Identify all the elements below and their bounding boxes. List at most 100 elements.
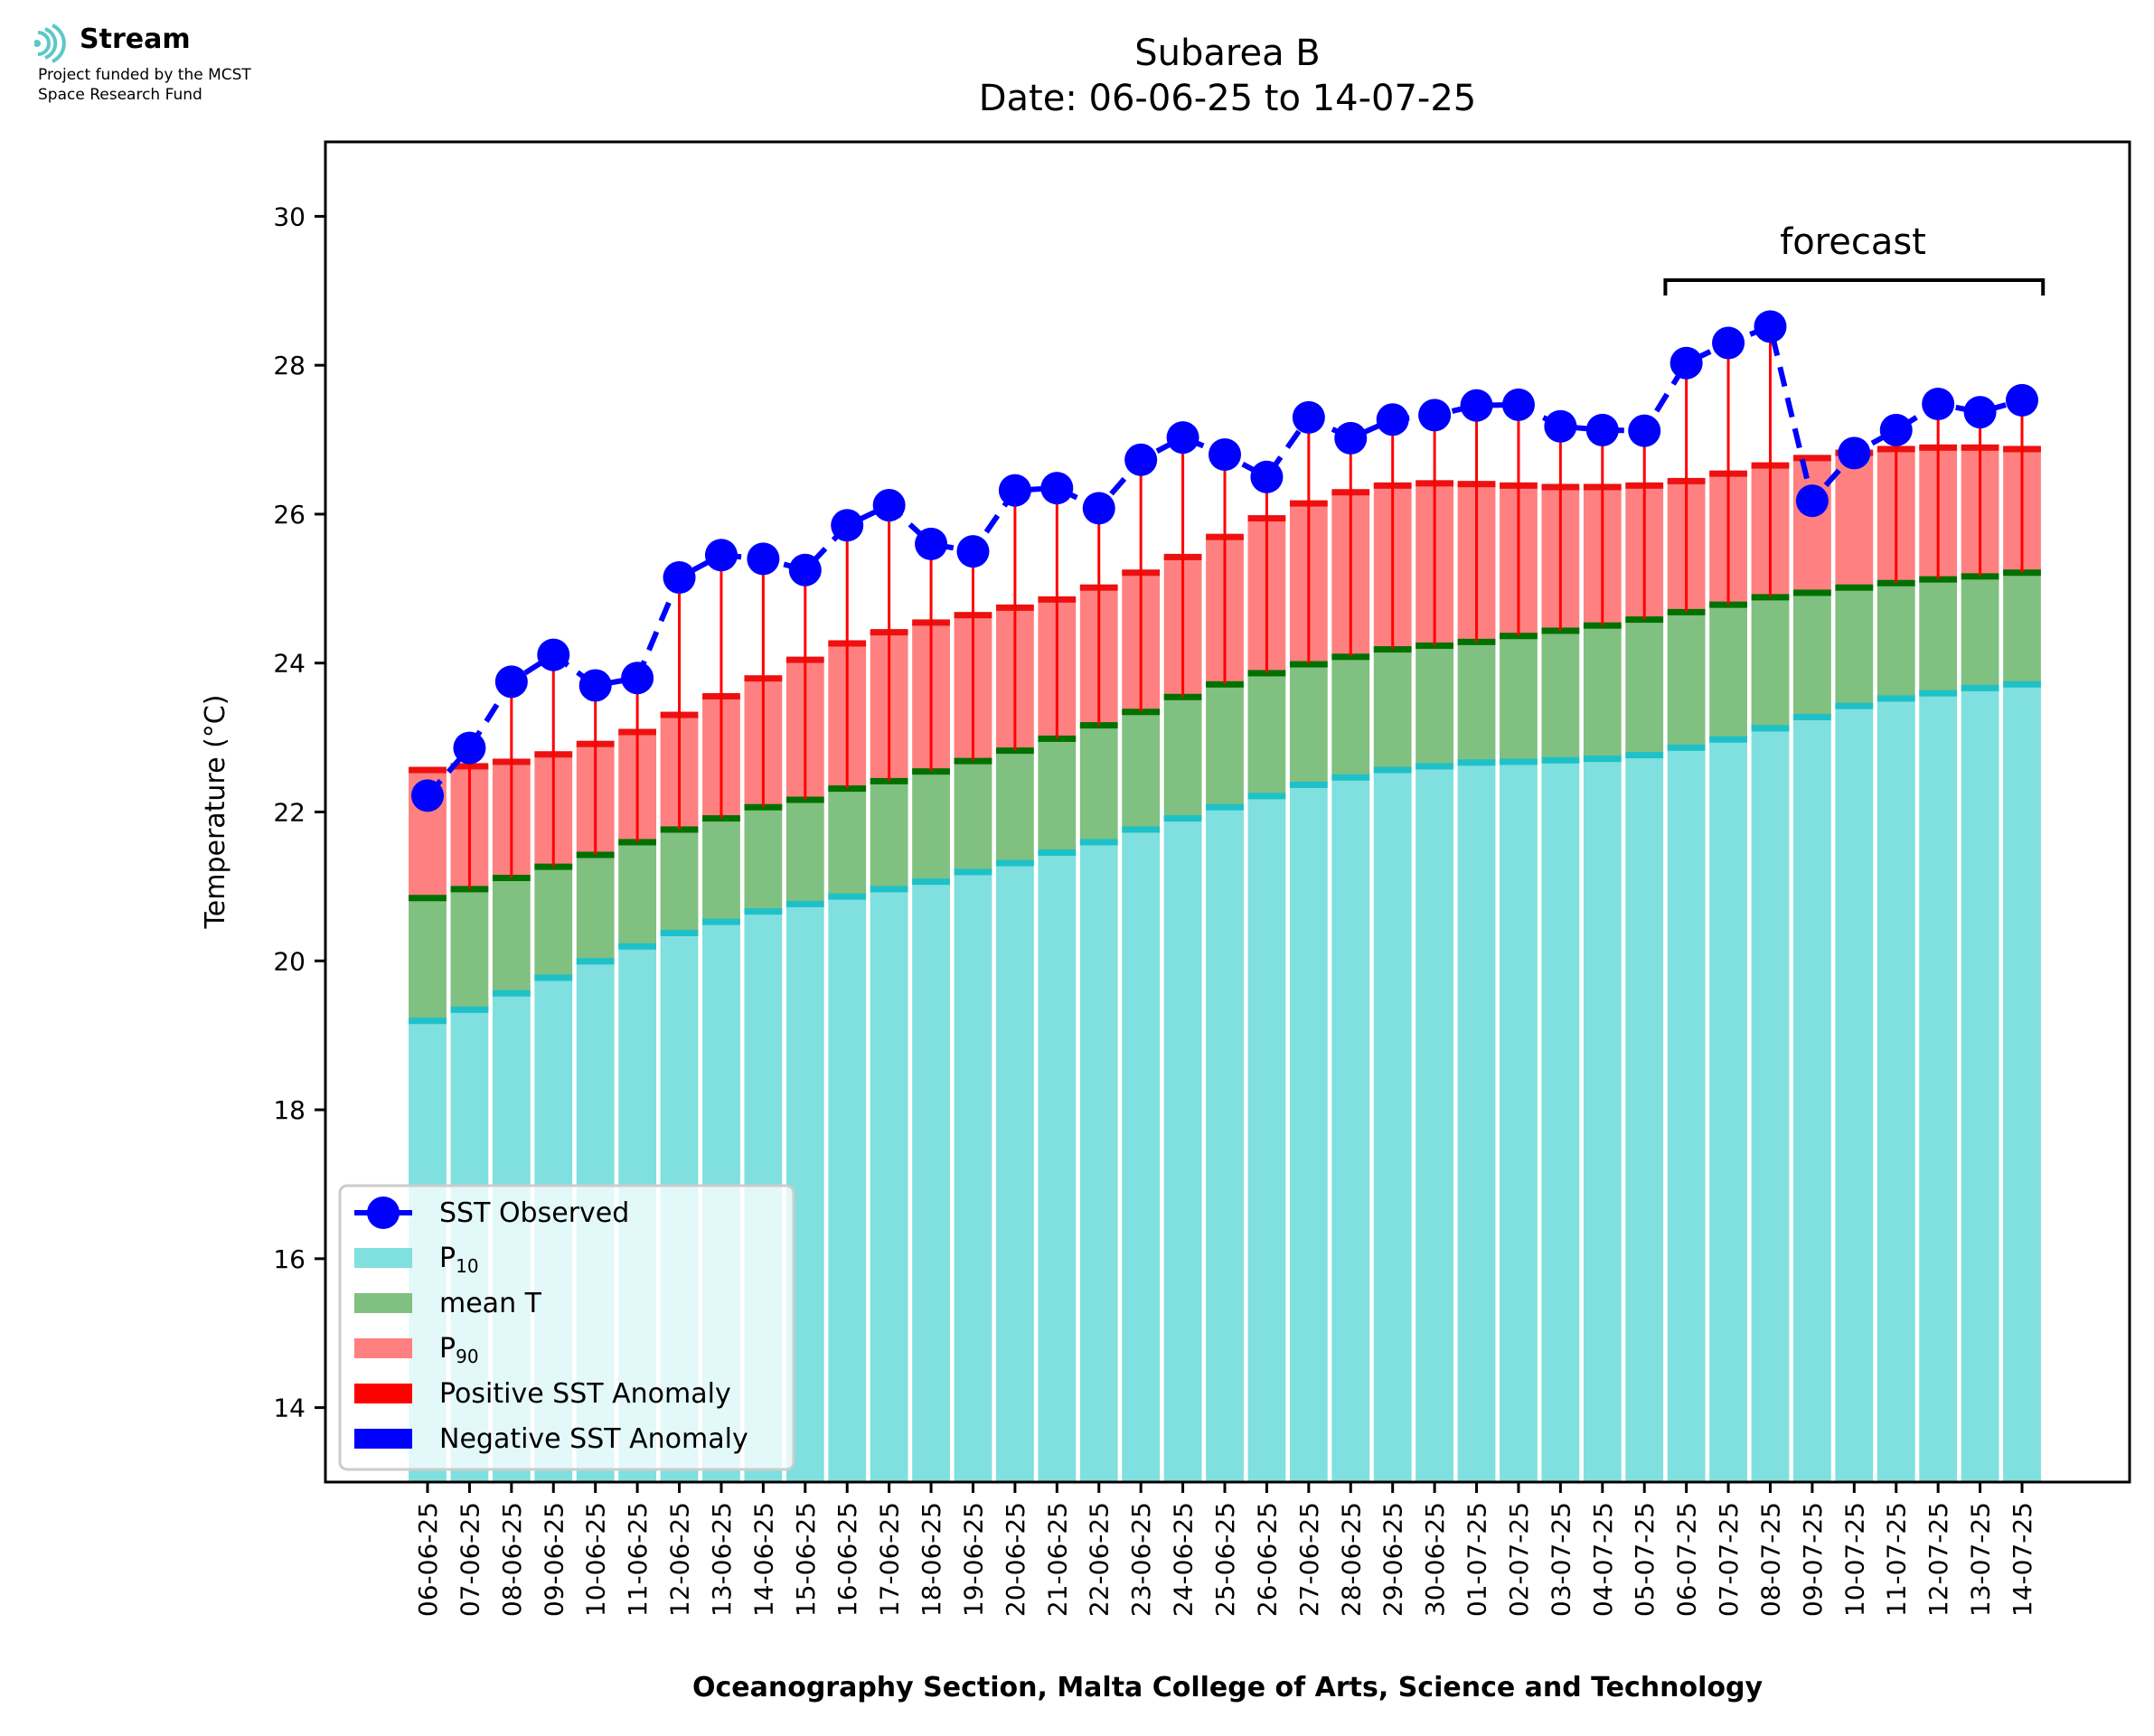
mean-bar	[2003, 572, 2041, 684]
mean-bar	[1247, 672, 1286, 796]
p10-bar	[828, 896, 867, 1482]
x-tick-label: 12-07-25	[1924, 1502, 1953, 1617]
mean-edge	[912, 768, 950, 775]
p10-edge	[2003, 680, 2041, 688]
x-tick-label: 23-06-25	[1126, 1502, 1156, 1617]
p10-bar	[1961, 687, 1999, 1482]
p10-edge	[1835, 702, 1874, 709]
observed-sst-point	[1670, 346, 1703, 380]
mean-bar	[1416, 644, 1453, 766]
mean-edge	[1416, 642, 1453, 649]
mean-edge	[785, 796, 824, 803]
p10-bar	[1583, 758, 1622, 1482]
observed-sst-point	[704, 539, 738, 572]
p10-edge	[618, 943, 656, 950]
p10-bar	[1793, 717, 1831, 1482]
x-tick-label: 08-07-25	[1755, 1502, 1785, 1617]
p10-bar	[1919, 692, 1958, 1482]
chart-title: Subarea B	[1134, 33, 1321, 74]
mean-edge	[1625, 616, 1664, 624]
x-tick-label: 13-06-25	[707, 1502, 737, 1617]
mean-edge	[1122, 708, 1161, 716]
p10-edge	[1877, 695, 1915, 702]
mean-edge	[1079, 722, 1118, 729]
mean-edge	[702, 815, 740, 822]
p10-edge	[534, 974, 573, 981]
mean-bar	[1835, 586, 1874, 706]
observed-sst-point	[788, 553, 822, 586]
mean-bar	[492, 877, 531, 993]
x-tick-label: 12-06-25	[665, 1502, 695, 1617]
observed-sst-point	[2006, 383, 2038, 417]
p10-edge	[1583, 755, 1622, 763]
mean-bar	[1122, 711, 1161, 830]
observed-sst-point	[1544, 409, 1577, 443]
legend-swatch	[354, 1338, 412, 1358]
p10-edge	[1038, 849, 1077, 856]
p10-bar	[1247, 795, 1286, 1482]
x-tick-label: 20-06-25	[1001, 1502, 1030, 1617]
mean-bar	[409, 897, 447, 1021]
p10-bar	[1541, 759, 1580, 1482]
chart-subtitle: Date: 06-06-25 to 14-07-25	[979, 78, 1477, 119]
mean-bar	[954, 760, 992, 872]
x-tick-label: 07-07-25	[1714, 1502, 1744, 1617]
mean-bar	[1709, 604, 1747, 739]
observed-sst-point	[1838, 436, 1871, 470]
x-tick-label: 21-06-25	[1042, 1502, 1072, 1617]
p10-bar	[2003, 683, 2041, 1482]
p10-edge	[702, 918, 740, 925]
p10-bar	[1500, 761, 1538, 1482]
observed-sst-point	[411, 779, 444, 812]
mean-bar	[1751, 596, 1790, 728]
mean-edge	[996, 747, 1034, 755]
p10-bar	[1206, 806, 1244, 1482]
mean-bar	[996, 750, 1034, 863]
mean-edge	[1373, 646, 1412, 653]
mean-bar	[1877, 582, 1915, 699]
p10-edge	[912, 878, 950, 886]
p10-edge	[1373, 766, 1412, 774]
mean-edge	[492, 875, 531, 882]
p10-bar	[996, 862, 1034, 1482]
logo-subtitle-line1: Project funded by the MCST	[38, 66, 251, 84]
x-tick-label: 25-06-25	[1210, 1502, 1240, 1617]
legend-label: mean T	[439, 1288, 542, 1319]
p90-bar	[1835, 452, 1874, 587]
legend-label: P10	[439, 1243, 479, 1277]
x-tick-label: 10-06-25	[581, 1502, 611, 1617]
logo-name: Stream	[80, 23, 191, 55]
p10-bar	[954, 871, 992, 1482]
observed-sst-point	[1082, 492, 1115, 525]
observed-sst-point	[578, 669, 612, 702]
y-tick-label: 26	[273, 500, 306, 530]
mean-edge	[1751, 594, 1790, 601]
x-tick-label: 30-06-25	[1420, 1502, 1450, 1617]
mean-edge	[1793, 589, 1831, 596]
mean-bar	[1457, 641, 1496, 763]
observed-sst-point	[1460, 389, 1493, 422]
mean-edge	[1877, 579, 1915, 586]
mean-bar	[1625, 619, 1664, 755]
p10-edge	[1416, 763, 1453, 770]
p10-edge	[1289, 782, 1328, 789]
p10-edge	[1331, 774, 1370, 781]
p10-bar	[1079, 841, 1118, 1482]
mean-edge	[1709, 601, 1747, 608]
p10-edge	[744, 908, 783, 915]
p10-bar	[1751, 727, 1790, 1482]
observed-sst-point	[494, 665, 528, 699]
observed-sst-point	[915, 527, 948, 560]
observed-sst-point	[537, 638, 570, 671]
forecast-label: forecast	[1780, 221, 1926, 263]
mean-edge	[660, 826, 699, 833]
legend-swatch	[354, 1248, 412, 1268]
p10-edge	[492, 990, 531, 997]
mean-bar	[1919, 578, 1958, 693]
forecast-bracket-line	[1663, 278, 2046, 296]
legend-box	[338, 1184, 795, 1471]
p10-edge	[450, 1006, 489, 1013]
p10-bar	[1457, 762, 1496, 1482]
mean-edge	[1961, 573, 1999, 580]
x-tick-label: 16-06-25	[832, 1502, 862, 1617]
